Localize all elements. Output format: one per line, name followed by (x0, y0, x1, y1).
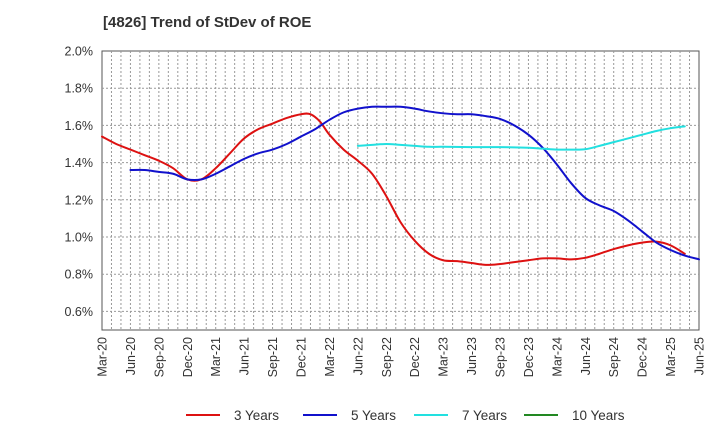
x-tick-label: Jun-22 (351, 337, 365, 375)
x-tick-label: Mar-23 (437, 337, 451, 377)
legend-label: 3 Years (234, 407, 280, 423)
x-tick-label: Sep-24 (607, 337, 621, 377)
legend-swatch-7-years (414, 414, 448, 416)
x-tick-label: Dec-20 (181, 337, 195, 377)
y-tick-label: 1.4% (65, 156, 94, 170)
grid-lines (102, 51, 699, 330)
legend-swatch-5-years (303, 414, 337, 416)
x-tick-label: Jun-24 (579, 337, 593, 375)
x-tick-label: Mar-22 (323, 337, 337, 377)
x-tick-label: Jun-21 (238, 337, 252, 375)
x-tick-label: Sep-23 (494, 337, 508, 377)
series-line-2 (129, 105, 700, 261)
legend: 3 Years 5 Years 7 Years 10 Years (0, 404, 720, 426)
x-tick-label: Dec-21 (295, 337, 309, 377)
legend-item-7-years: 7 Years (414, 404, 507, 426)
y-tick-label: 0.8% (65, 268, 94, 282)
x-tick-label: Jun-20 (124, 337, 138, 375)
x-tick-label: Dec-23 (522, 337, 536, 377)
x-tick-label: Sep-21 (266, 337, 280, 377)
x-tick-label: Mar-20 (96, 337, 110, 377)
y-tick-label: 1.0% (65, 231, 94, 245)
y-tick-label: 1.8% (65, 82, 94, 96)
series-lines (101, 105, 700, 266)
legend-swatch-10-years (524, 414, 558, 416)
legend-item-5-years: 5 Years (303, 404, 396, 426)
x-tick-label: Mar-25 (664, 337, 678, 377)
x-tick-label: Jun-23 (465, 337, 479, 375)
legend-item-3-years: 3 Years (186, 404, 279, 426)
legend-swatch-3-years (186, 414, 220, 416)
x-tick-label: Sep-20 (152, 337, 166, 377)
y-tick-label: 2.0% (65, 45, 94, 59)
y-tick-label: 0.6% (65, 305, 94, 319)
legend-item-10-years: 10 Years (524, 404, 625, 426)
chart-title: [4826] Trend of StDev of ROE (103, 14, 312, 31)
x-tick-label: Mar-24 (550, 337, 564, 377)
plot-area (101, 50, 700, 331)
x-axis-ticks: Mar-20 Jun-20 Sep-20 Dec-20 Mar-21 Jun-21 Sep-… (96, 337, 707, 377)
x-tick-label: Dec-22 (408, 337, 422, 377)
x-tick-label: Mar-21 (209, 337, 223, 377)
y-tick-label: 1.2% (65, 193, 94, 207)
legend-label: 7 Years (462, 407, 508, 423)
x-tick-label: Dec-24 (636, 337, 650, 377)
series-line-3 (356, 125, 686, 151)
legend-label: 10 Years (572, 407, 625, 423)
y-tick-label: 1.6% (65, 119, 94, 133)
y-axis-ticks: 0.6% 0.8% 1.0% 1.2% 1.4% 1.6% 1.8% 2.0% (65, 45, 94, 319)
legend-label: 5 Years (351, 407, 397, 423)
x-tick-label: Sep-22 (380, 337, 394, 377)
x-tick-label: Jun-25 (693, 337, 707, 375)
